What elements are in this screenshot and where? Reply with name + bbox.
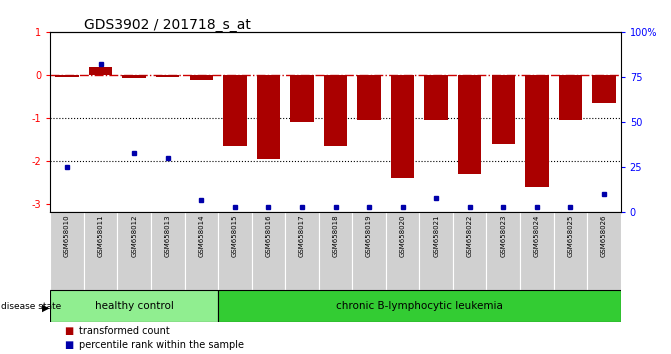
Bar (558, 75, 582, 120)
Bar (419, 212, 453, 290)
Bar (520, 212, 554, 290)
Text: ■: ■ (64, 340, 73, 350)
Bar (486, 212, 520, 290)
Text: percentile rank within the sample: percentile rank within the sample (79, 340, 244, 350)
Text: GSM658014: GSM658014 (199, 215, 204, 257)
Bar (319, 212, 352, 290)
Bar (425, 75, 448, 120)
Text: ■: ■ (64, 326, 73, 336)
Bar (151, 212, 185, 290)
Bar (252, 212, 285, 290)
Text: ▶: ▶ (42, 302, 50, 312)
Text: GSM658013: GSM658013 (165, 215, 170, 257)
Text: GSM658012: GSM658012 (132, 215, 137, 257)
Text: healthy control: healthy control (95, 301, 174, 311)
Text: GSM658021: GSM658021 (433, 215, 439, 257)
Bar (592, 75, 616, 103)
Text: GSM658017: GSM658017 (299, 215, 305, 257)
Text: GSM658026: GSM658026 (601, 215, 607, 257)
Bar (189, 75, 213, 80)
Text: GSM658025: GSM658025 (568, 215, 573, 257)
Text: GSM658024: GSM658024 (534, 215, 539, 257)
Text: GDS3902 / 201718_s_at: GDS3902 / 201718_s_at (84, 18, 251, 32)
Bar (554, 212, 587, 290)
Text: GSM658019: GSM658019 (366, 215, 372, 257)
Bar (117, 212, 151, 290)
Bar (352, 212, 386, 290)
Text: disease state: disease state (1, 302, 61, 311)
Bar (50, 290, 218, 322)
Bar (386, 212, 419, 290)
Bar (391, 75, 414, 178)
Text: transformed count: transformed count (79, 326, 169, 336)
Bar (89, 67, 113, 75)
Bar (50, 212, 84, 290)
Bar (491, 75, 515, 144)
Text: chronic B-lymphocytic leukemia: chronic B-lymphocytic leukemia (336, 301, 503, 311)
Bar (323, 75, 347, 146)
Text: GSM658016: GSM658016 (266, 215, 271, 257)
Text: GSM658020: GSM658020 (400, 215, 405, 257)
Bar (218, 212, 252, 290)
Text: GSM658015: GSM658015 (232, 215, 238, 257)
Bar (458, 75, 481, 174)
Bar (185, 212, 218, 290)
Bar (290, 75, 313, 122)
Bar (453, 212, 486, 290)
Bar (357, 75, 380, 120)
Text: GSM658023: GSM658023 (501, 215, 506, 257)
Text: GSM658018: GSM658018 (333, 215, 338, 257)
Bar (285, 212, 319, 290)
Bar (156, 75, 180, 76)
Bar (587, 212, 621, 290)
Bar (122, 75, 146, 78)
Bar (223, 75, 247, 146)
Text: GSM658011: GSM658011 (98, 215, 103, 257)
Bar (84, 212, 117, 290)
Bar (218, 290, 621, 322)
Bar (525, 75, 549, 187)
Text: GSM658022: GSM658022 (467, 215, 472, 257)
Bar (55, 75, 79, 77)
Bar (257, 75, 280, 159)
Text: GSM658010: GSM658010 (64, 215, 70, 257)
